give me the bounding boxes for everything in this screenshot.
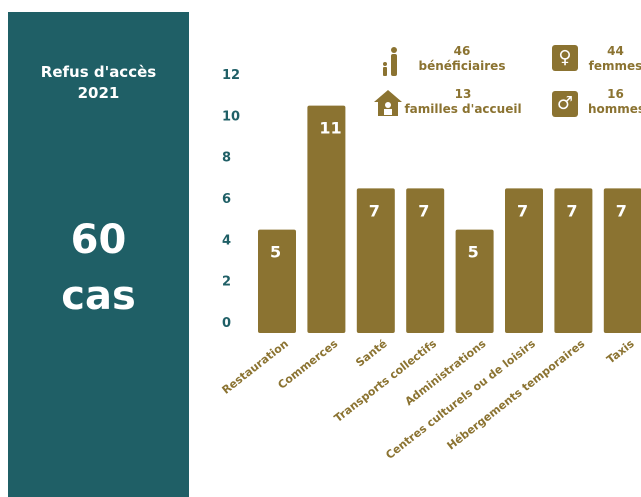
stat-femmes: 44 femmes: [588, 44, 641, 74]
y-tick-label: 2: [222, 275, 231, 290]
y-tick-label: 12: [222, 68, 240, 83]
y-tick-label: 10: [222, 109, 240, 124]
summary-panel: Refus d'accès 2021 60 cas: [8, 12, 189, 497]
stat-familles: 13 familles d'accueil: [402, 87, 524, 117]
bar-value-label: 7: [616, 201, 627, 220]
stat-hommes-value: 16: [607, 87, 624, 101]
stat-hommes: 16 hommes: [588, 87, 641, 117]
bar: [455, 229, 494, 333]
stat-beneficiaires: 46 bénéficiaires: [412, 44, 512, 74]
stat-beneficiaires-value: 46: [453, 44, 471, 58]
total-cases-unit: cas: [61, 273, 136, 319]
stat-beneficiaires-label: bénéficiaires: [418, 59, 506, 73]
bar: [554, 188, 593, 333]
bar: [406, 188, 445, 333]
female-symbol-icon: ♀: [552, 45, 578, 71]
panel-title-line2: 2021: [77, 84, 120, 102]
panel-title: Refus d'accès 2021: [8, 62, 189, 104]
x-category-label: Taxis: [604, 337, 637, 367]
stat-hommes-label: hommes: [588, 102, 641, 116]
y-tick-label: 8: [222, 151, 231, 166]
family-icon: [383, 47, 397, 76]
x-category-label: Santé: [353, 337, 389, 369]
stat-familles-label: familles d'accueil: [404, 102, 522, 116]
male-symbol-icon: ♂: [552, 91, 578, 117]
bar: [603, 188, 641, 333]
bar-value-label: 7: [369, 201, 380, 220]
total-cases-number: 60: [70, 217, 127, 263]
y-tick-label: 6: [222, 192, 231, 207]
bar-value-label: 7: [566, 201, 577, 220]
bar: [505, 188, 543, 333]
y-tick-label: 4: [222, 233, 231, 248]
bar: [307, 105, 346, 334]
bar-value-label: 11: [319, 119, 341, 138]
bar-value-label: 7: [517, 201, 528, 220]
panel-title-line1: Refus d'accès: [40, 63, 157, 81]
bar: [258, 229, 296, 333]
x-category-label: Administrations: [403, 337, 489, 408]
bar-value-label: 5: [468, 243, 479, 262]
stat-femmes-value: 44: [607, 44, 624, 58]
total-cases: 60 cas: [8, 212, 189, 324]
house-icon: [374, 90, 402, 116]
bar-value-label: 5: [270, 243, 281, 262]
stat-familles-value: 13: [454, 87, 472, 101]
bar: [356, 188, 395, 333]
bar-value-label: 7: [418, 201, 429, 220]
y-tick-label: 0: [222, 316, 231, 331]
stat-femmes-label: femmes: [588, 59, 641, 73]
